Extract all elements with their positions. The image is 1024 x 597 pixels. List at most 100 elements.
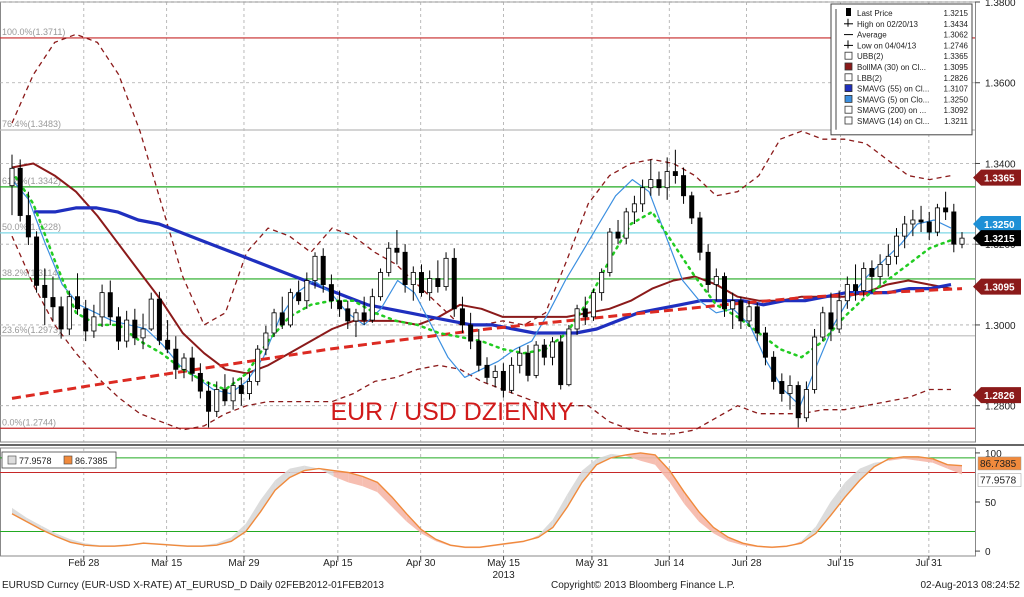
candle-body	[435, 278, 441, 287]
candle-body	[279, 312, 285, 326]
candle-body	[42, 284, 48, 298]
legend-value: 1.2746	[944, 41, 969, 50]
osc-fill-segment	[552, 494, 568, 528]
candle-body	[902, 223, 908, 237]
legend-swatch	[844, 116, 853, 125]
osc-fill-segment	[801, 526, 816, 544]
candle-body	[320, 255, 326, 285]
price-tag-label: 1.3095	[984, 283, 1015, 294]
candle-body	[451, 257, 457, 310]
candle-body	[181, 357, 187, 370]
candle-body	[525, 352, 531, 376]
osc-fill-segment	[55, 533, 71, 543]
candle-body	[959, 237, 965, 245]
price-tag	[973, 278, 1021, 295]
candle-body	[34, 236, 40, 286]
candle-body	[861, 268, 867, 292]
candle-body	[812, 336, 818, 390]
legend-swatch	[844, 84, 853, 92]
legend-value: 1.3365	[944, 52, 969, 61]
candle-body	[640, 187, 646, 205]
price-tags: 1.3365 1.3250 1.3215 1.3095 1.2826	[973, 169, 1021, 404]
y-tick-label: 1.3400	[985, 159, 1016, 170]
x-tick-label: May 31	[576, 558, 609, 569]
candle-body	[943, 207, 949, 213]
fib-level-label: 100.0%(1.3711)	[2, 27, 65, 37]
legend-swatch	[844, 73, 853, 82]
candle-body	[132, 319, 138, 339]
y-tick-label: 1.3000	[985, 321, 1016, 332]
candle-body	[107, 292, 113, 318]
legend-value: 1.3095	[944, 63, 969, 72]
candle-body	[238, 385, 244, 394]
osc-fill-segment	[596, 453, 612, 465]
osc-fill-segment	[932, 458, 948, 469]
legend-label: LBB(2)	[857, 74, 882, 83]
x-tick-label: Apr 30	[406, 558, 436, 569]
candle-body	[664, 171, 670, 189]
osc-fill-segment	[582, 458, 597, 483]
fibonacci-levels: 100.0%(1.3711) 76.4%(1.3483) 61.8%(1.3342)…	[0, 27, 975, 429]
candle-body	[820, 312, 826, 338]
candle-body	[75, 296, 81, 310]
osc-fill-segment	[245, 500, 261, 532]
osc-fill-segment	[362, 476, 378, 493]
candle-body	[795, 385, 801, 419]
legend-value: 1.3215	[944, 9, 969, 18]
legend-value: 1.3434	[944, 20, 969, 29]
candle-body	[550, 341, 556, 358]
fib-level-label: 50.0%(1.3228)	[2, 222, 61, 232]
candle-body	[386, 247, 392, 273]
x-tick-label: Jun 14	[654, 558, 684, 569]
x-tick-label: May 15	[487, 558, 520, 569]
x-tick-label: Jul 15	[827, 558, 854, 569]
candle-body	[9, 167, 15, 187]
osc-legend-value: 77.9578	[19, 456, 52, 466]
y-tick-label: 1.3800	[985, 0, 1016, 9]
candle-body	[337, 300, 343, 310]
candle-body	[771, 356, 777, 382]
candle-body	[910, 219, 916, 225]
legend-value: 1.3062	[944, 31, 969, 40]
osc-tag-label: 86.7385	[980, 459, 1017, 470]
candle-body	[468, 324, 474, 342]
osc-fill-segment	[260, 480, 276, 512]
legend-label: High on 02/20/13	[857, 20, 918, 29]
price-tag-label: 1.3250	[984, 220, 1015, 231]
price-tag	[973, 169, 1021, 186]
legend-label: SMAVG (14) on Cl...	[857, 117, 929, 126]
candles	[9, 149, 965, 428]
candle-body	[394, 247, 400, 253]
candle-body	[296, 292, 302, 302]
osc-fill-segment	[377, 482, 392, 507]
candle-body	[697, 217, 703, 253]
candle-body	[656, 179, 662, 189]
y-tick-label: 1.2800	[985, 402, 1016, 413]
osc-tag	[977, 473, 1022, 487]
candle-body	[574, 308, 580, 330]
candle-body	[50, 297, 56, 308]
candle-body	[517, 352, 523, 366]
osc-fill-segment	[655, 454, 670, 483]
candle-body	[681, 175, 687, 197]
candle-body	[951, 211, 957, 245]
candle-body	[115, 316, 121, 342]
candle-body	[361, 312, 367, 321]
indicator-lines	[10, 33, 963, 435]
osc-fill-segment	[859, 462, 875, 481]
candle-body	[533, 344, 539, 376]
candle-body	[197, 372, 203, 392]
osc-y-tick-label: 50	[985, 498, 997, 509]
osc-fill-segment	[640, 452, 656, 465]
candle-body	[730, 300, 736, 310]
candle-body	[599, 272, 605, 294]
candle-body	[541, 344, 547, 358]
candle-body	[754, 306, 760, 334]
candle-body	[648, 179, 654, 189]
price-tag-label: 1.3365	[984, 174, 1015, 185]
candle-body	[230, 385, 236, 402]
candle-body	[631, 203, 637, 213]
osc-fill-segment	[698, 511, 714, 534]
y-tick-label: 1.3600	[985, 79, 1016, 90]
candle-body	[484, 364, 490, 378]
